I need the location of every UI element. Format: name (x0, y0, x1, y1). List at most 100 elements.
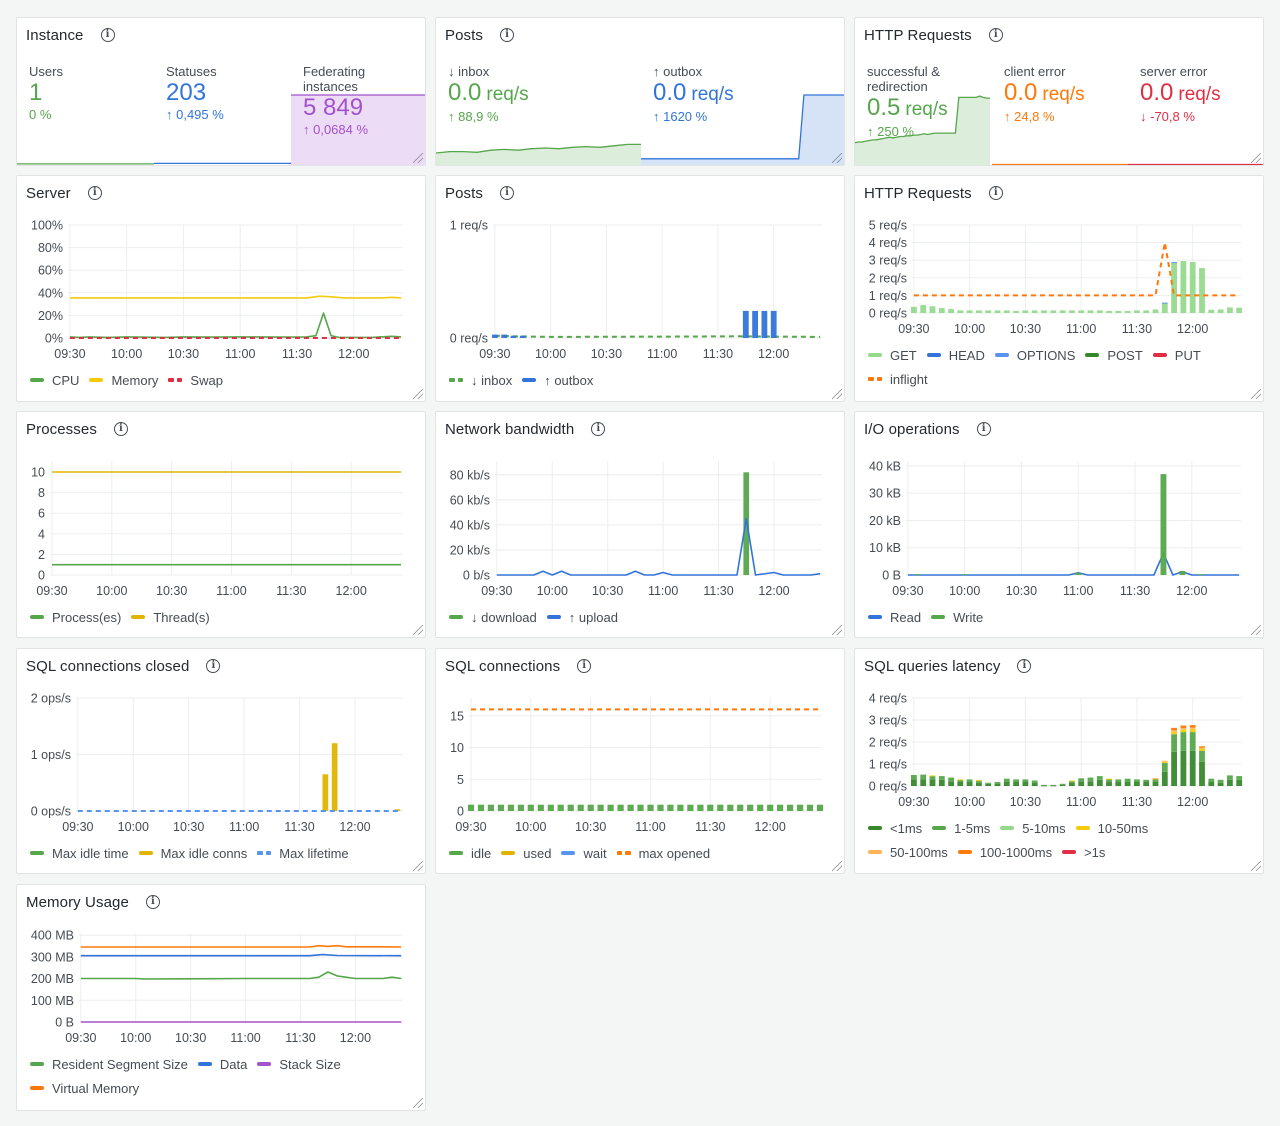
bar-50-100ms[interactable] (1152, 778, 1159, 780)
bar-get[interactable] (966, 310, 973, 313)
bar-1ms[interactable] (1013, 782, 1019, 786)
bar-get[interactable] (1050, 310, 1057, 313)
stat-federating-instances[interactable]: Federating instances 5 849 ↑ 0,0684 % (291, 18, 425, 165)
info-icon[interactable]: i (100, 28, 115, 42)
bar-idle[interactable] (577, 804, 584, 811)
resize-handle[interactable] (832, 153, 842, 163)
bar-idle[interactable] (677, 804, 684, 811)
bar-50-100ms[interactable] (1171, 730, 1177, 732)
bar-get[interactable] (1087, 310, 1094, 313)
info-icon[interactable]: i (1017, 659, 1032, 673)
legend-item-options[interactable]: OPTIONS (994, 346, 1075, 364)
bar-idle[interactable] (517, 804, 524, 811)
bar-get[interactable] (1124, 310, 1131, 313)
series-line-read[interactable] (907, 552, 1240, 576)
legend-item-50-100ms[interactable]: 50-100ms (868, 843, 948, 861)
bar-idle[interactable] (787, 804, 794, 811)
bar-get[interactable] (985, 310, 992, 313)
legend-item-wait[interactable]: wait (561, 844, 607, 862)
stat-client-error[interactable]: client error 0.0 req/s ↑ 24,8 % (992, 18, 1128, 165)
bar-100-1000ms[interactable] (1199, 746, 1205, 748)
legend-item-max-idle-conns[interactable]: Max idle conns (138, 844, 247, 862)
bar-get[interactable] (1208, 309, 1215, 313)
info-icon[interactable]: i (113, 422, 128, 436)
series-line-resident-segment-size[interactable] (80, 971, 402, 980)
bar-10-50ms[interactable] (1199, 748, 1205, 751)
bar-get[interactable] (1134, 310, 1140, 313)
legend-item-cpu[interactable]: CPU (30, 371, 79, 389)
bar-idle[interactable] (647, 804, 654, 811)
stat-users[interactable]: Users 1 0 % (17, 18, 154, 165)
bar-idle[interactable] (816, 804, 824, 811)
bar-1-5ms[interactable] (1013, 779, 1019, 782)
stat-statuses[interactable]: Statuses 203 ↑ 0,495 % (154, 18, 291, 165)
resize-handle[interactable] (1251, 861, 1261, 871)
bar-1-5ms[interactable] (1124, 778, 1131, 782)
bar-1ms[interactable] (1069, 782, 1075, 786)
bar-write[interactable] (1075, 572, 1082, 575)
bar-idle[interactable] (557, 804, 564, 811)
bar-get[interactable] (976, 310, 982, 313)
bar-10-50ms[interactable] (957, 779, 964, 781)
legend-item-get[interactable]: GET (868, 346, 917, 364)
bar-write[interactable] (961, 574, 968, 576)
bar-get[interactable] (1022, 310, 1029, 313)
legend-item-head[interactable]: HEAD (926, 346, 985, 364)
legend-item-max-opened[interactable]: max opened (616, 844, 710, 862)
series-line-upload[interactable] (496, 517, 821, 576)
bar-write[interactable] (1160, 474, 1167, 575)
bar-1-5ms[interactable] (1106, 779, 1112, 782)
bar-1-5ms[interactable] (1236, 776, 1243, 780)
bar-get[interactable] (1106, 310, 1112, 313)
resize-handle[interactable] (413, 389, 423, 399)
info-icon[interactable]: i (577, 659, 592, 673)
bar-1-5ms[interactable] (1022, 779, 1029, 782)
bar-idle[interactable] (637, 804, 644, 811)
bar-50-100ms[interactable] (1189, 727, 1196, 729)
legend-item-inflight[interactable]: inflight (868, 370, 928, 388)
bar-1ms[interactable] (1227, 779, 1233, 786)
bar-1-5ms[interactable] (1161, 762, 1168, 772)
bar-1ms[interactable] (1106, 781, 1112, 786)
legend-item-idle[interactable]: idle (449, 844, 491, 862)
bar-get[interactable] (1078, 310, 1085, 313)
bar-1ms[interactable] (1003, 781, 1010, 786)
bar-1-5ms[interactable] (957, 779, 964, 782)
bar-1-5ms[interactable] (1199, 750, 1205, 762)
bar-get[interactable] (938, 308, 945, 313)
bar-idle[interactable] (806, 804, 814, 811)
resize-handle[interactable] (413, 861, 423, 871)
bar-idle[interactable] (607, 804, 614, 811)
bar-1ms[interactable] (948, 781, 954, 786)
legend-item-post[interactable]: POST (1085, 346, 1143, 364)
legend-item-put[interactable]: PUT (1152, 346, 1201, 364)
bar-get[interactable] (1189, 262, 1196, 313)
bar-100-1000ms[interactable] (1180, 725, 1187, 729)
bar-1ms[interactable] (1171, 751, 1177, 786)
bar-10-50ms[interactable] (1189, 728, 1196, 733)
bar-1-5ms[interactable] (1208, 778, 1215, 782)
bar-1-5ms[interactable] (1050, 784, 1057, 786)
series-line-inflight[interactable] (913, 241, 1240, 297)
bar-get[interactable] (920, 305, 927, 313)
bar-1ms[interactable] (911, 779, 917, 786)
legend-item-swap[interactable]: Swap (168, 371, 223, 389)
bar-idle[interactable] (547, 804, 554, 811)
bar-10-50ms[interactable] (1171, 731, 1177, 735)
info-icon[interactable]: i (591, 422, 606, 436)
bar-get[interactable] (948, 309, 954, 313)
bar-idle[interactable] (467, 804, 475, 811)
series-line-inbox[interactable] (494, 334, 821, 338)
bar-get[interactable] (1003, 310, 1010, 313)
legend-item-5-10ms[interactable]: 5-10ms (1000, 819, 1066, 837)
series-line-cpu[interactable] (69, 312, 402, 339)
bar-options[interactable] (1171, 262, 1177, 264)
bar-idle[interactable] (627, 804, 634, 811)
bar-1-5ms[interactable] (976, 780, 982, 783)
bar-idle[interactable] (767, 804, 774, 811)
bar-get[interactable] (1096, 310, 1103, 313)
bar-write[interactable] (1179, 570, 1186, 575)
bar-get[interactable] (1227, 307, 1233, 313)
bar-idle[interactable] (527, 804, 534, 811)
bar-idle[interactable] (667, 804, 674, 811)
